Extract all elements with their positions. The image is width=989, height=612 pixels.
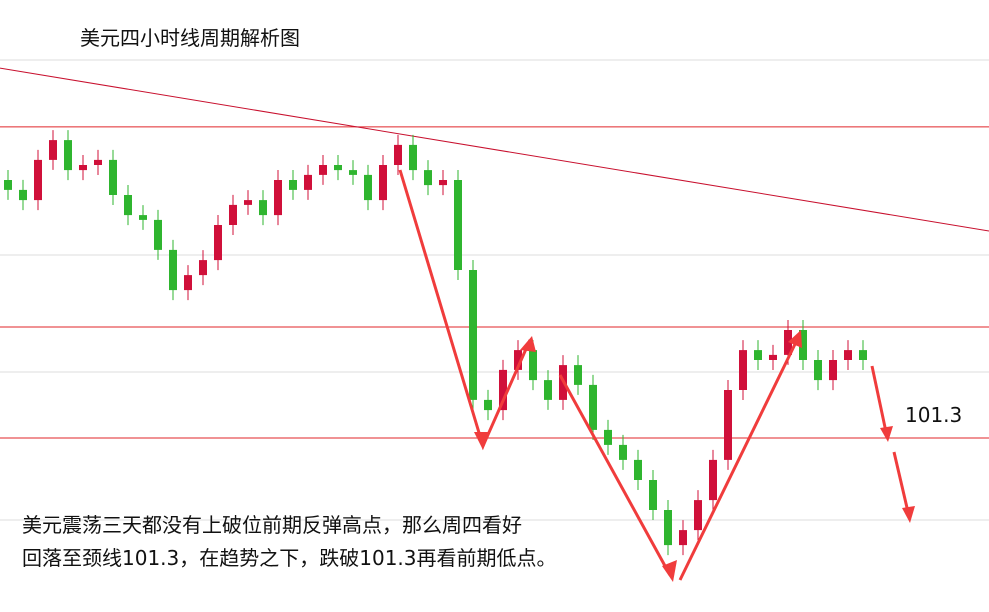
candle-body	[514, 350, 522, 370]
candle-body	[424, 170, 432, 186]
candle-body	[259, 200, 267, 216]
candle-body	[664, 510, 672, 546]
candle-body	[844, 350, 852, 360]
candle-body	[109, 159, 117, 195]
candle-body	[484, 399, 492, 411]
candle-body	[379, 165, 387, 201]
candle-body	[454, 180, 462, 270]
candle-body	[679, 530, 687, 546]
candle-body	[529, 350, 537, 381]
candle-body	[169, 249, 177, 291]
candle-body	[19, 189, 27, 201]
candle-body	[829, 360, 837, 381]
candle-body	[244, 200, 252, 205]
arrow-path	[678, 337, 800, 581]
arrow-path	[398, 169, 532, 451]
candle-body	[154, 219, 162, 250]
arrow-path	[558, 374, 672, 576]
candle-body	[229, 204, 237, 225]
candle-body	[124, 195, 132, 216]
arrows	[398, 169, 915, 582]
candle-body	[649, 480, 657, 510]
arrow-path	[892, 451, 910, 513]
candle-body	[859, 350, 867, 360]
candle-body	[199, 260, 207, 276]
candle-body	[694, 500, 702, 531]
candle-body	[349, 170, 357, 175]
candle-body	[754, 350, 762, 360]
candle-body	[184, 275, 192, 291]
candle-body	[334, 165, 342, 171]
arrow-head	[474, 432, 490, 450]
candle-body	[304, 174, 312, 190]
candle-body	[589, 384, 597, 430]
marks	[0, 67, 989, 556]
candle-body	[769, 354, 777, 360]
candle-body	[709, 459, 717, 501]
candle-body	[634, 459, 642, 480]
candle-body	[394, 144, 402, 165]
annotation: 回落至颈线101.3，在趋势之下，跌破101.3再看前期低点。	[22, 546, 557, 570]
candle-body	[619, 444, 627, 460]
candle-body	[94, 159, 102, 165]
arrow-head	[902, 506, 915, 523]
chart-title: 美元四小时线周期解析图	[80, 26, 300, 50]
candle-body	[499, 369, 507, 411]
candle-body	[784, 330, 792, 355]
candle-body	[79, 165, 87, 171]
candle-body	[799, 330, 807, 360]
candle-body	[289, 180, 297, 190]
arrow-head	[880, 426, 893, 442]
arrow-path	[870, 365, 888, 433]
arrow-head	[520, 336, 536, 352]
candle-body	[49, 140, 57, 160]
candle-body	[274, 180, 282, 216]
candle-body	[724, 390, 732, 460]
arrow-head	[662, 560, 677, 582]
candle-body	[64, 140, 72, 171]
trend-line	[0, 67, 989, 232]
candle-body	[214, 225, 222, 261]
candle-body	[4, 180, 12, 190]
candle-body	[139, 215, 147, 220]
candle-body	[739, 350, 747, 390]
background-grid	[0, 59, 989, 521]
level-label: 101.3	[905, 403, 962, 427]
candle-body	[319, 165, 327, 175]
candle-body	[544, 380, 552, 400]
candle-body	[604, 429, 612, 445]
candle-body	[364, 174, 372, 201]
candle-body	[409, 144, 417, 171]
candle-body	[469, 270, 477, 400]
candle-body	[574, 365, 582, 385]
candle-body	[34, 159, 42, 201]
arrow-head	[788, 330, 802, 348]
candle-body	[814, 360, 822, 381]
candle-body	[439, 180, 447, 186]
annotation: 美元震荡三天都没有上破位前期反弹高点，那么周四看好	[22, 513, 522, 537]
